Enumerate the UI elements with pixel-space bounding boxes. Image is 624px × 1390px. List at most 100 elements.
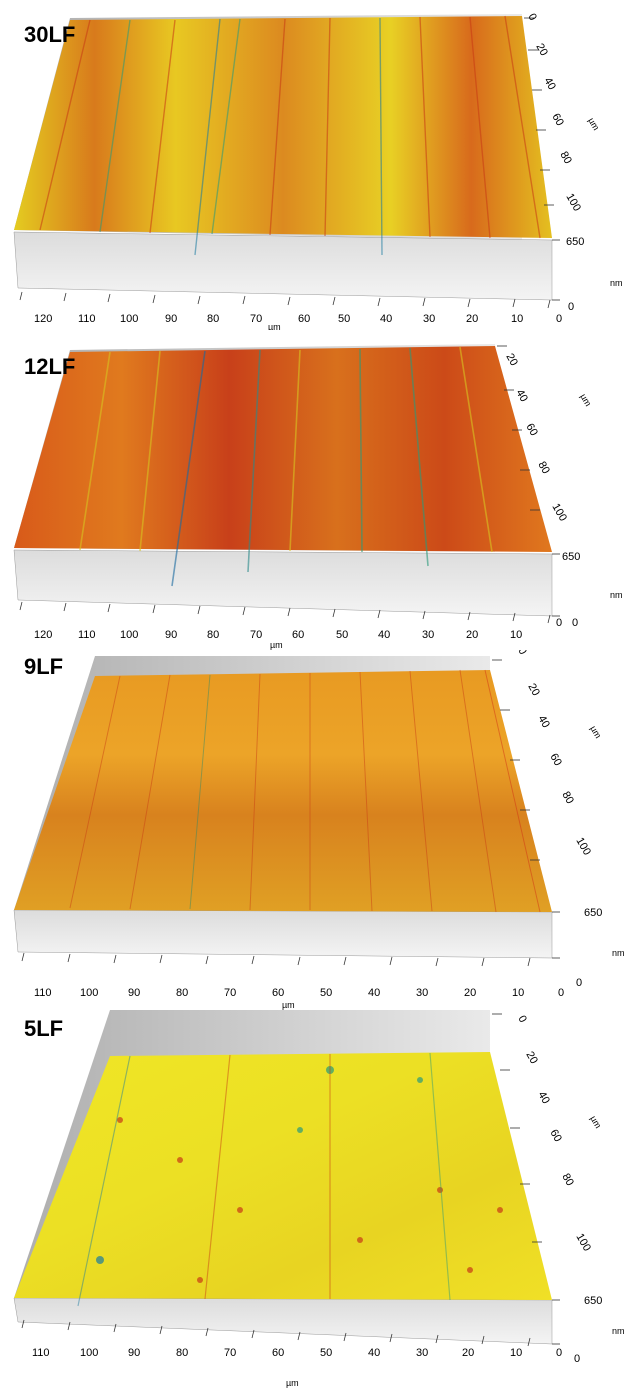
- x-axis-unit: µm: [268, 322, 281, 330]
- z-axis-unit: nm: [612, 948, 624, 958]
- svg-text:110: 110: [78, 629, 96, 641]
- svg-text:20: 20: [462, 1347, 474, 1359]
- base-front: [13, 549, 553, 617]
- svg-text:10: 10: [510, 629, 522, 641]
- svg-text:40: 40: [378, 629, 390, 641]
- svg-text:30: 30: [423, 313, 435, 325]
- svg-text:10: 10: [510, 1347, 522, 1359]
- base-front: [13, 1297, 553, 1345]
- svg-text:40: 40: [368, 1347, 380, 1359]
- svg-text:70: 70: [224, 987, 236, 999]
- x-axis-ticks: [19, 291, 551, 309]
- svg-text:110: 110: [78, 313, 96, 325]
- svg-text:110: 110: [34, 987, 52, 999]
- svg-text:20: 20: [464, 987, 476, 999]
- svg-text:50: 50: [320, 1347, 332, 1359]
- svg-text:0: 0: [556, 617, 562, 629]
- svg-text:40: 40: [535, 1090, 552, 1107]
- svg-text:50: 50: [338, 313, 350, 325]
- svg-text:0: 0: [515, 650, 528, 657]
- svg-text:80: 80: [559, 790, 576, 807]
- right-axis-ticks: [492, 659, 560, 959]
- svg-text:60: 60: [549, 112, 566, 129]
- svg-text:70: 70: [250, 629, 262, 641]
- svg-text:100: 100: [80, 1347, 98, 1359]
- svg-text:50: 50: [320, 987, 332, 999]
- svg-text:80: 80: [559, 1172, 576, 1189]
- svg-text:120: 120: [34, 629, 52, 641]
- x-axis-ticks: [21, 1319, 531, 1347]
- svg-text:40: 40: [513, 388, 530, 405]
- y-axis-unit: µm: [586, 116, 601, 132]
- x-tick-labels: 110 100 90 80 70 60 50 40 30 20 10 0: [32, 1347, 562, 1359]
- svg-text:20: 20: [466, 629, 478, 641]
- svg-text:60: 60: [547, 1128, 564, 1145]
- z-axis-unit: nm: [610, 278, 623, 288]
- sample-label: 5LF: [24, 1016, 64, 1041]
- z-tick-zero: 0: [576, 977, 582, 989]
- svg-text:20: 20: [503, 352, 520, 369]
- svg-text:90: 90: [165, 313, 177, 325]
- x-tick-labels: 120 110 100 90 80 70 60 50 40 30 20 10 0: [34, 313, 562, 325]
- y-axis-unit: µm: [588, 1114, 603, 1130]
- x-tick-labels: 120 110 100 90 80 70 60 50 40 30 20 10 0: [34, 617, 562, 641]
- svg-text:80: 80: [207, 313, 219, 325]
- svg-text:40: 40: [380, 313, 392, 325]
- base-front: [13, 909, 553, 959]
- svg-text:60: 60: [272, 987, 284, 999]
- svg-text:60: 60: [523, 422, 540, 439]
- svg-text:80: 80: [535, 460, 552, 477]
- base-front: [13, 231, 553, 301]
- svg-text:80: 80: [557, 150, 574, 167]
- x-axis-unit: µm: [282, 1000, 295, 1010]
- svg-text:100: 100: [573, 1232, 593, 1254]
- svg-text:70: 70: [250, 313, 262, 325]
- x-axis-ticks: [21, 952, 531, 967]
- right-axis-ticks: [497, 345, 560, 617]
- z-tick-max: 650: [584, 907, 602, 919]
- surface-plot: 120 110 100 90 80 70 60 50 40 30 20 10 0…: [13, 12, 623, 330]
- z-tick-zero: 0: [574, 1353, 580, 1365]
- right-axis-ticks: [492, 1013, 560, 1345]
- surface: [14, 1052, 552, 1300]
- texture-streaks: [69, 669, 541, 913]
- svg-text:60: 60: [272, 1347, 284, 1359]
- svg-text:0: 0: [556, 313, 562, 325]
- y-tick-labels: 0 20 40 60 80 100: [525, 12, 583, 214]
- x-axis-unit: µm: [286, 1378, 299, 1388]
- svg-text:80: 80: [207, 629, 219, 641]
- z-tick-max: 650: [562, 551, 580, 563]
- surface: [14, 346, 552, 552]
- svg-text:120: 120: [34, 313, 52, 325]
- right-axis-ticks: [524, 17, 560, 301]
- surface-panel-12lf: 120 110 100 90 80 70 60 50 40 30 20 10 0…: [0, 330, 624, 650]
- svg-text:90: 90: [128, 1347, 140, 1359]
- svg-text:40: 40: [535, 714, 552, 731]
- svg-text:100: 100: [573, 836, 593, 858]
- svg-text:30: 30: [416, 1347, 428, 1359]
- texture-spots: [96, 1066, 503, 1283]
- surface-panel-30lf: 120 110 100 90 80 70 60 50 40 30 20 10 0…: [0, 0, 624, 330]
- y-axis-unit: µm: [588, 724, 603, 740]
- svg-text:40: 40: [541, 76, 558, 93]
- svg-text:20: 20: [466, 313, 478, 325]
- svg-text:80: 80: [176, 1347, 188, 1359]
- texture-streaks: [79, 346, 493, 587]
- svg-text:100: 100: [120, 313, 138, 325]
- svg-text:110: 110: [32, 1347, 50, 1359]
- texture-streaks: [77, 1052, 451, 1307]
- svg-text:0: 0: [525, 12, 538, 23]
- svg-text:70: 70: [224, 1347, 236, 1359]
- z-tick-zero: 0: [568, 301, 574, 313]
- svg-text:100: 100: [80, 987, 98, 999]
- svg-text:50: 50: [336, 629, 348, 641]
- svg-text:60: 60: [292, 629, 304, 641]
- svg-text:60: 60: [547, 752, 564, 769]
- surface: [14, 670, 552, 912]
- svg-text:0: 0: [558, 987, 564, 999]
- surface-panel-9lf: 110 100 90 80 70 60 50 40 30 20 10 0 µm …: [0, 650, 624, 1010]
- svg-text:100: 100: [563, 192, 583, 214]
- svg-text:30: 30: [416, 987, 428, 999]
- svg-text:10: 10: [511, 313, 523, 325]
- x-tick-labels: 110 100 90 80 70 60 50 40 30 20 10 0: [34, 987, 564, 999]
